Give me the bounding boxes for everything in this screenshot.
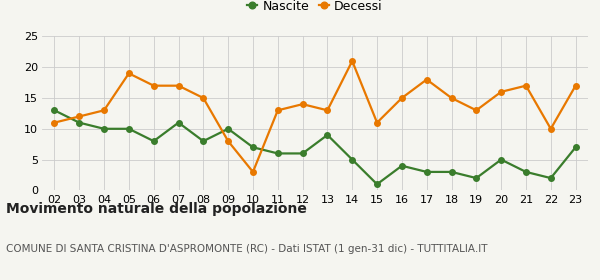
Decessi <box>100 109 107 112</box>
Text: COMUNE DI SANTA CRISTINA D'ASPROMONTE (RC) - Dati ISTAT (1 gen-31 dic) - TUTTITA: COMUNE DI SANTA CRISTINA D'ASPROMONTE (R… <box>6 244 487 254</box>
Nascite <box>423 170 430 174</box>
Decessi <box>473 109 480 112</box>
Decessi <box>150 84 157 87</box>
Nascite <box>100 127 107 130</box>
Decessi <box>51 121 58 124</box>
Decessi <box>250 170 257 174</box>
Decessi <box>200 96 207 100</box>
Nascite <box>398 164 406 167</box>
Decessi <box>299 102 306 106</box>
Nascite <box>125 127 133 130</box>
Nascite <box>324 133 331 137</box>
Nascite <box>200 139 207 143</box>
Nascite <box>349 158 356 161</box>
Nascite <box>175 121 182 124</box>
Decessi <box>373 121 380 124</box>
Nascite <box>572 146 579 149</box>
Nascite <box>51 109 58 112</box>
Nascite <box>373 183 380 186</box>
Nascite <box>523 170 530 174</box>
Nascite <box>547 176 554 180</box>
Decessi <box>224 139 232 143</box>
Nascite <box>224 127 232 130</box>
Decessi <box>398 96 406 100</box>
Decessi <box>523 84 530 87</box>
Decessi <box>423 78 430 81</box>
Decessi <box>274 109 281 112</box>
Legend: Nascite, Decessi: Nascite, Decessi <box>242 0 388 18</box>
Nascite <box>299 152 306 155</box>
Text: Movimento naturale della popolazione: Movimento naturale della popolazione <box>6 202 307 216</box>
Nascite <box>250 146 257 149</box>
Nascite <box>448 170 455 174</box>
Line: Decessi: Decessi <box>52 58 578 175</box>
Nascite <box>473 176 480 180</box>
Decessi <box>547 127 554 130</box>
Nascite <box>497 158 505 161</box>
Nascite <box>150 139 157 143</box>
Decessi <box>324 109 331 112</box>
Decessi <box>125 72 133 75</box>
Decessi <box>448 96 455 100</box>
Decessi <box>76 115 83 118</box>
Decessi <box>572 84 579 87</box>
Decessi <box>497 90 505 94</box>
Nascite <box>274 152 281 155</box>
Decessi <box>349 59 356 63</box>
Line: Nascite: Nascite <box>52 108 578 187</box>
Decessi <box>175 84 182 87</box>
Nascite <box>76 121 83 124</box>
